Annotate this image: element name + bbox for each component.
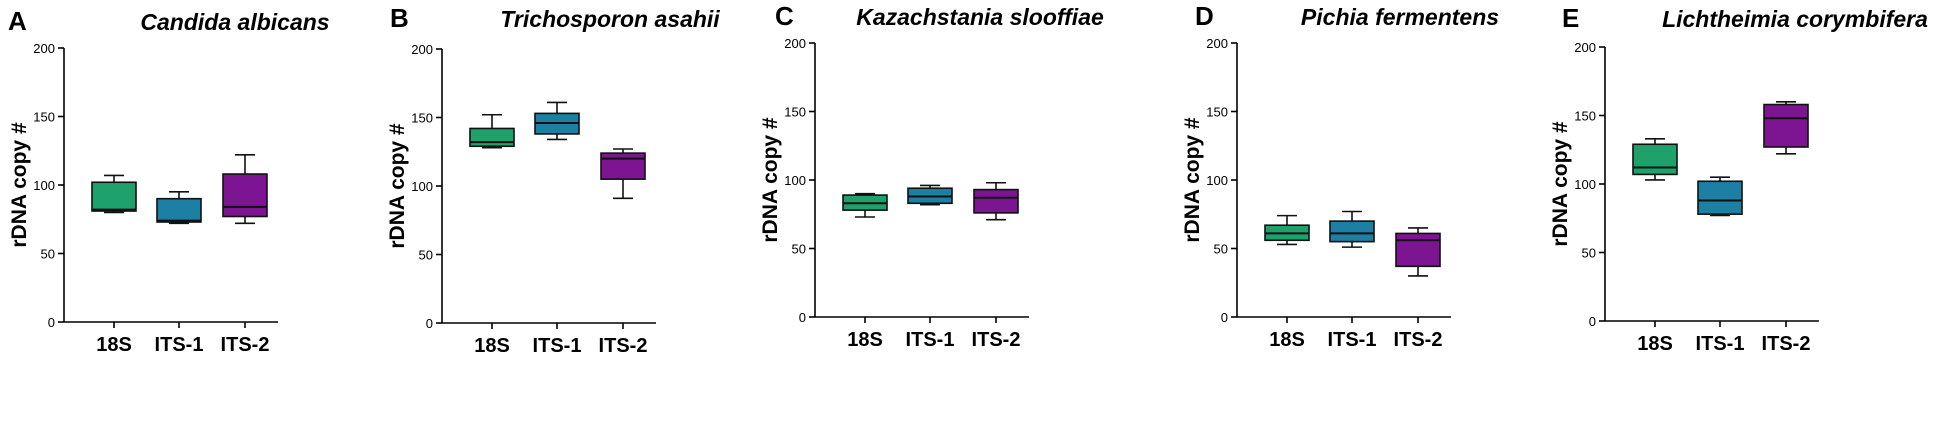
y-tick-label: 150 (411, 111, 433, 126)
panel-title: Candida albicans (140, 9, 329, 35)
x-category-label: ITS-1 (1696, 333, 1745, 355)
x-category-label: ITS-2 (1394, 329, 1443, 351)
box-its-1 (156, 197, 202, 223)
chart-panel-B: B Trichosporon asahii rDNA copy # 0 50 100 150… (386, 3, 720, 357)
chart-panel-D: D Pichia fermentens rDNA copy # 0 50 100 150 20… (1181, 1, 1499, 351)
panel-title: Trichosporon asahii (500, 6, 720, 32)
y-tick-label: 200 (33, 41, 55, 56)
panel-letter: A (8, 6, 27, 36)
chart-panel-A: A Candida albicans rDNA copy # 0 50 100 150 200… (8, 6, 330, 356)
box-its-2 (1395, 232, 1441, 268)
x-category-label: ITS-2 (972, 329, 1021, 351)
y-axis-label: rDNA copy # (1181, 117, 1204, 243)
panel-letter: B (390, 3, 409, 33)
y-tick-label: 50 (419, 248, 433, 263)
y-tick-label: 100 (1206, 173, 1228, 188)
chart-panel-E: E Lichtheimia corymbifera rDNA copy # 0 50 10… (1549, 3, 1928, 355)
x-category-label: ITS-2 (1762, 333, 1811, 355)
x-category-label: 18S (847, 329, 883, 351)
box-its-2 (973, 188, 1019, 214)
y-tick-label: 100 (1574, 177, 1596, 192)
chart-panel-C: C Kazachstania slooffiae rDNA copy # 0 50 100… (759, 1, 1104, 351)
panel-letter: D (1195, 1, 1214, 31)
x-category-label: ITS-1 (533, 335, 582, 357)
box-its-2 (600, 152, 646, 180)
panel-title: Pichia fermentens (1301, 4, 1499, 30)
y-tick-label: 50 (1214, 242, 1228, 257)
panel-title: Lichtheimia corymbifera (1662, 6, 1928, 32)
x-category-label: ITS-1 (1328, 329, 1377, 351)
box-18s (1632, 143, 1678, 176)
y-tick-label: 0 (426, 316, 433, 331)
y-tick-label: 100 (411, 179, 433, 194)
x-category-label: 18S (96, 334, 132, 356)
y-axis-label: rDNA copy # (8, 122, 31, 248)
y-tick-label: 150 (784, 105, 806, 120)
y-tick-label: 0 (48, 315, 55, 330)
x-category-label: ITS-2 (599, 335, 648, 357)
panel-letter: C (775, 1, 794, 31)
y-tick-label: 0 (799, 310, 806, 325)
y-tick-label: 0 (1221, 310, 1228, 325)
panel-letter: E (1562, 3, 1579, 33)
y-tick-label: 200 (411, 42, 433, 57)
y-tick-label: 200 (784, 36, 806, 51)
y-tick-label: 0 (1589, 314, 1596, 329)
x-category-label: ITS-1 (906, 329, 955, 351)
y-tick-label: 200 (1574, 40, 1596, 55)
y-tick-label: 150 (1574, 109, 1596, 124)
x-category-label: 18S (474, 335, 510, 357)
box-its-2 (222, 173, 268, 218)
x-category-label: 18S (1269, 329, 1305, 351)
y-tick-label: 50 (792, 242, 806, 257)
x-category-label: 18S (1637, 333, 1673, 355)
box-its-1 (1329, 220, 1375, 243)
x-category-label: ITS-1 (155, 334, 204, 356)
box-its-1 (1697, 180, 1743, 215)
y-axis-label: rDNA copy # (759, 117, 782, 243)
box-its-2 (1763, 103, 1809, 148)
y-axis-label: rDNA copy # (386, 123, 409, 249)
y-axis-label: rDNA copy # (1549, 121, 1572, 247)
y-tick-label: 200 (1206, 36, 1228, 51)
y-tick-label: 150 (33, 110, 55, 125)
y-tick-label: 50 (41, 247, 55, 262)
box-18s (469, 127, 515, 148)
y-tick-label: 100 (33, 178, 55, 193)
panel-title: Kazachstania slooffiae (856, 4, 1104, 30)
y-tick-label: 100 (784, 173, 806, 188)
y-tick-label: 150 (1206, 105, 1228, 120)
y-tick-label: 50 (1582, 246, 1596, 261)
box-18s (91, 181, 137, 212)
x-category-label: ITS-2 (221, 334, 270, 356)
